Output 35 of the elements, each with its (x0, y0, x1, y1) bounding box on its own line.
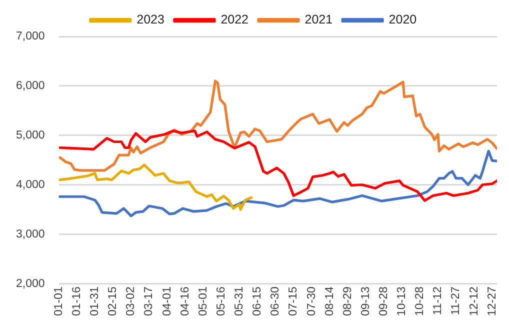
x-tick-label: 10-13 (396, 286, 408, 316)
x-tick-label: 09-13 (360, 286, 372, 316)
x-tick-label: 12-27 (486, 286, 498, 316)
x-tick-label: 04-16 (179, 286, 192, 316)
y-tick-label: 2,000 (16, 278, 45, 290)
x-tick-label: 04-01 (161, 286, 174, 316)
legend-label: 2021 (304, 12, 333, 27)
legend-label: 2023 (136, 12, 164, 27)
x-tick-label: 06-30 (270, 286, 282, 316)
x-tick-label: 11-12 (432, 286, 444, 316)
x-tick-label: 01-31 (89, 286, 102, 316)
y-tick-label: 6,000 (16, 80, 45, 92)
x-tick-label: 08-14 (324, 286, 336, 316)
y-tick-label: 4,000 (16, 178, 45, 191)
x-tick-label: 03-17 (143, 286, 156, 316)
x-tick-label: 08-29 (342, 286, 354, 316)
x-tick-label: 05-31 (234, 286, 246, 316)
y-tick-label: 3,000 (16, 228, 45, 240)
x-tick-label: 05-16 (215, 286, 228, 316)
x-tick-label: 11-27 (450, 286, 462, 316)
legend-label: 2020 (388, 12, 417, 27)
x-tick-label: 05-01 (197, 286, 210, 316)
x-tick-label: 06-15 (252, 286, 264, 316)
y-tick-label: 7,000 (16, 30, 45, 43)
x-tick-label: 01-01 (52, 286, 65, 316)
x-tick-label: 02-15 (107, 286, 120, 316)
x-tick-label: 07-30 (306, 286, 318, 316)
x-tick-label: 09-28 (378, 286, 390, 316)
x-tick-label: 10-28 (414, 286, 426, 316)
x-tick-label: 07-15 (288, 286, 300, 316)
x-tick-label: 03-02 (125, 286, 138, 316)
legend-label: 2022 (220, 12, 249, 27)
y-tick-label: 5,000 (16, 130, 45, 142)
x-tick-label: 12-12 (468, 286, 480, 316)
x-tick-label: 01-16 (71, 286, 84, 316)
